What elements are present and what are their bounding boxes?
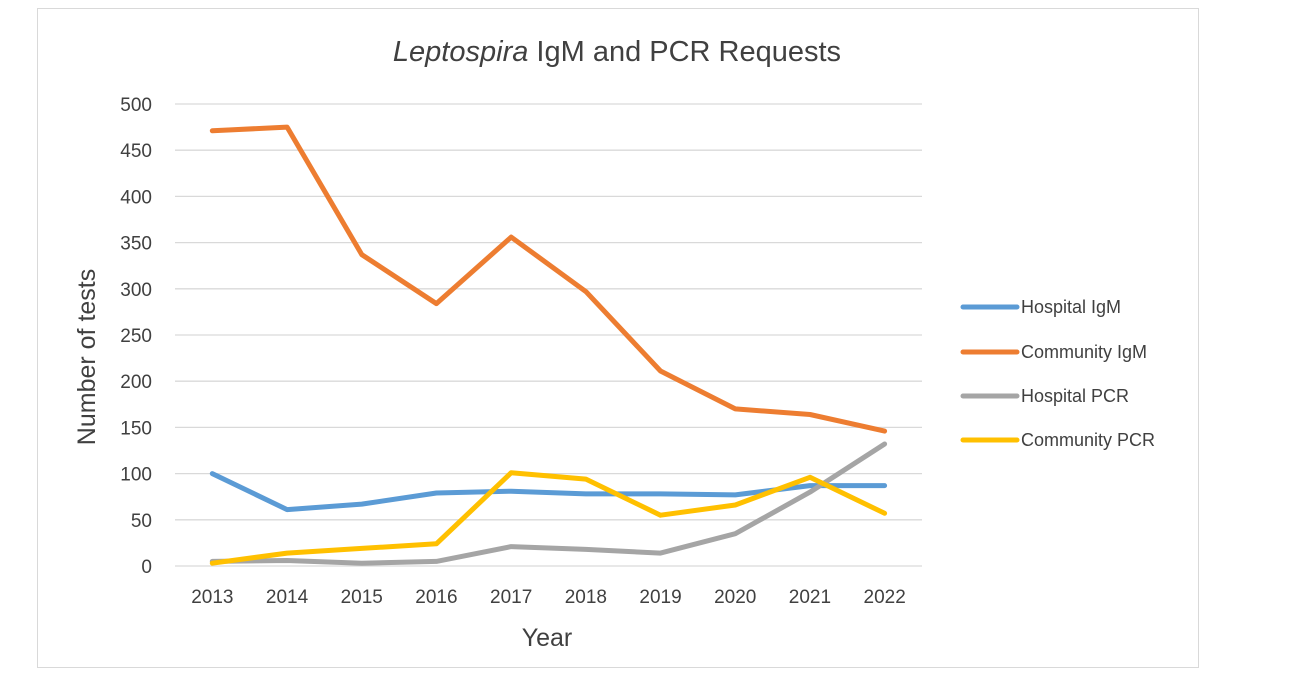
y-tick-label: 350 [120, 234, 152, 255]
legend-label: Community PCR [1021, 430, 1155, 450]
chart-title: Leptospira IgM and PCR Requests [393, 36, 841, 68]
y-tick-label: 300 [120, 280, 152, 301]
x-tick-label: 2013 [191, 587, 233, 608]
y-tick-label: 0 [141, 557, 152, 578]
series-lines [209, 124, 888, 566]
chart-title-italic: Leptospira [393, 36, 528, 68]
x-tick-label: 2015 [341, 587, 383, 608]
legend-entry: Community IgM [960, 342, 1147, 362]
legend-entry: Hospital PCR [960, 386, 1129, 406]
legend-entry: Community PCR [960, 430, 1155, 450]
y-tick-label: 50 [131, 511, 152, 532]
x-tick-label: 2019 [639, 587, 681, 608]
y-tick-label: 100 [120, 465, 152, 486]
y-tick-label: 150 [120, 418, 152, 439]
x-tick-labels: 2013 2014 2015 2016 2017 2018 2019 2020 2021 2022 [191, 587, 906, 608]
chart-frame [37, 8, 1199, 668]
x-tick-label: 2018 [565, 587, 607, 608]
x-tick-label: 2020 [714, 587, 756, 608]
y-tick-label: 250 [120, 326, 152, 347]
series-line-2 [209, 124, 888, 434]
y-tick-label: 200 [120, 372, 152, 393]
legend: Hospital IgM Community IgM Hospital PCR Com… [960, 297, 1155, 450]
series-line-4 [209, 470, 888, 566]
y-tick-label: 500 [120, 95, 152, 116]
y-axis-label: Number of tests [73, 269, 101, 445]
gridlines [175, 103, 922, 567]
y-tick-label: 450 [120, 141, 152, 162]
legend-label: Hospital PCR [1021, 386, 1129, 406]
x-tick-label: 2016 [415, 587, 457, 608]
chart-title-rest: IgM and PCR Requests [528, 36, 841, 68]
legend-label: Hospital IgM [1021, 297, 1121, 317]
y-tick-label: 400 [120, 187, 152, 208]
x-tick-label: 2022 [864, 587, 906, 608]
legend-entry: Hospital IgM [960, 297, 1121, 317]
x-axis-label: Year [522, 624, 573, 652]
legend-label: Community IgM [1021, 342, 1147, 362]
x-tick-label: 2021 [789, 587, 831, 608]
series-line-3 [209, 441, 888, 566]
x-tick-label: 2017 [490, 587, 532, 608]
y-tick-labels: 0 50 100 150 200 250 300 350 400 450 500 [120, 95, 152, 578]
x-tick-label: 2014 [266, 587, 309, 608]
